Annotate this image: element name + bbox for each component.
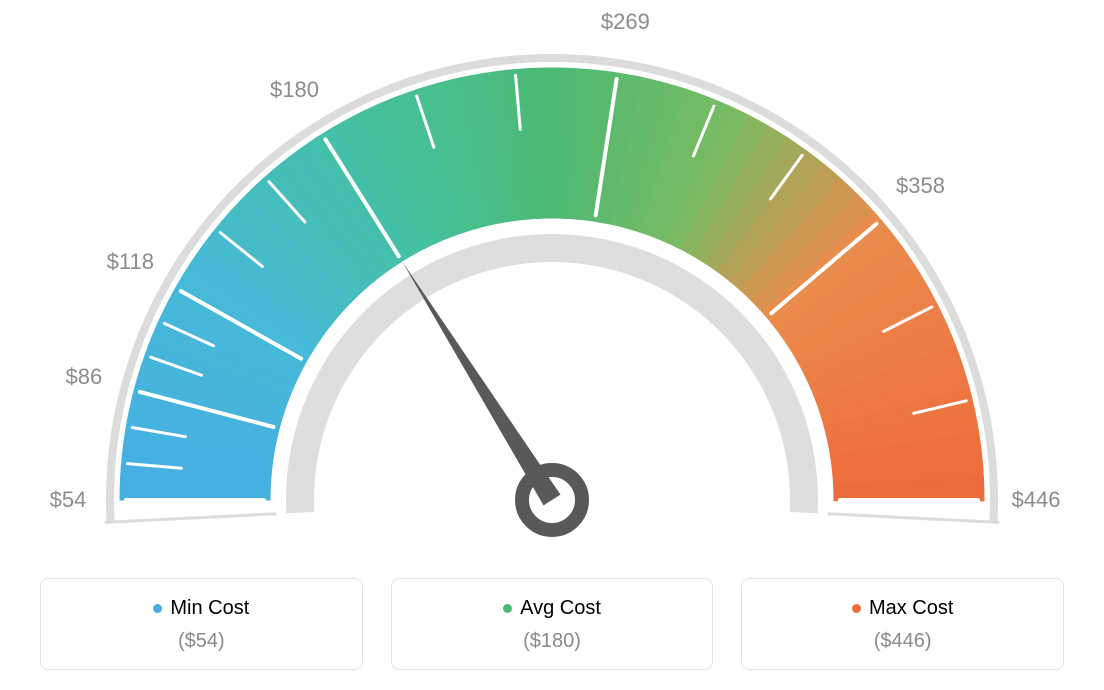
- legend-value-min: ($54): [51, 630, 352, 653]
- legend-title-avg: Avg Cost: [503, 597, 601, 620]
- legend-title-text: Min Cost: [170, 597, 249, 620]
- gauge-scale-label: $54: [50, 487, 87, 513]
- legend-title-text: Max Cost: [869, 597, 953, 620]
- gauge-scale-label: $180: [270, 77, 319, 103]
- dot-icon: [503, 604, 512, 613]
- legend-card-min: Min Cost ($54): [40, 578, 363, 670]
- dot-icon: [153, 604, 162, 613]
- legend-card-max: Max Cost ($446): [741, 578, 1064, 670]
- legend-title-text: Avg Cost: [520, 597, 601, 620]
- gauge-container: $54 $86 $118 $180 $269 $358 $446: [0, 0, 1104, 560]
- gauge-scale-label: $118: [107, 249, 154, 275]
- legend-title-max: Max Cost: [852, 597, 953, 620]
- legend-value-max: ($446): [752, 630, 1053, 653]
- gauge-scale-label: $86: [65, 364, 102, 390]
- gauge-scale-label: $446: [1012, 487, 1061, 513]
- gauge-scale-label: $269: [601, 9, 650, 35]
- legend-row: Min Cost ($54) Avg Cost ($180) Max Cost …: [0, 578, 1104, 670]
- gauge-scale-label: $358: [896, 173, 945, 199]
- legend-value-avg: ($180): [402, 630, 703, 653]
- legend-card-avg: Avg Cost ($180): [391, 578, 714, 670]
- gauge-svg: [0, 0, 1104, 560]
- dot-icon: [852, 604, 861, 613]
- legend-title-min: Min Cost: [153, 597, 249, 620]
